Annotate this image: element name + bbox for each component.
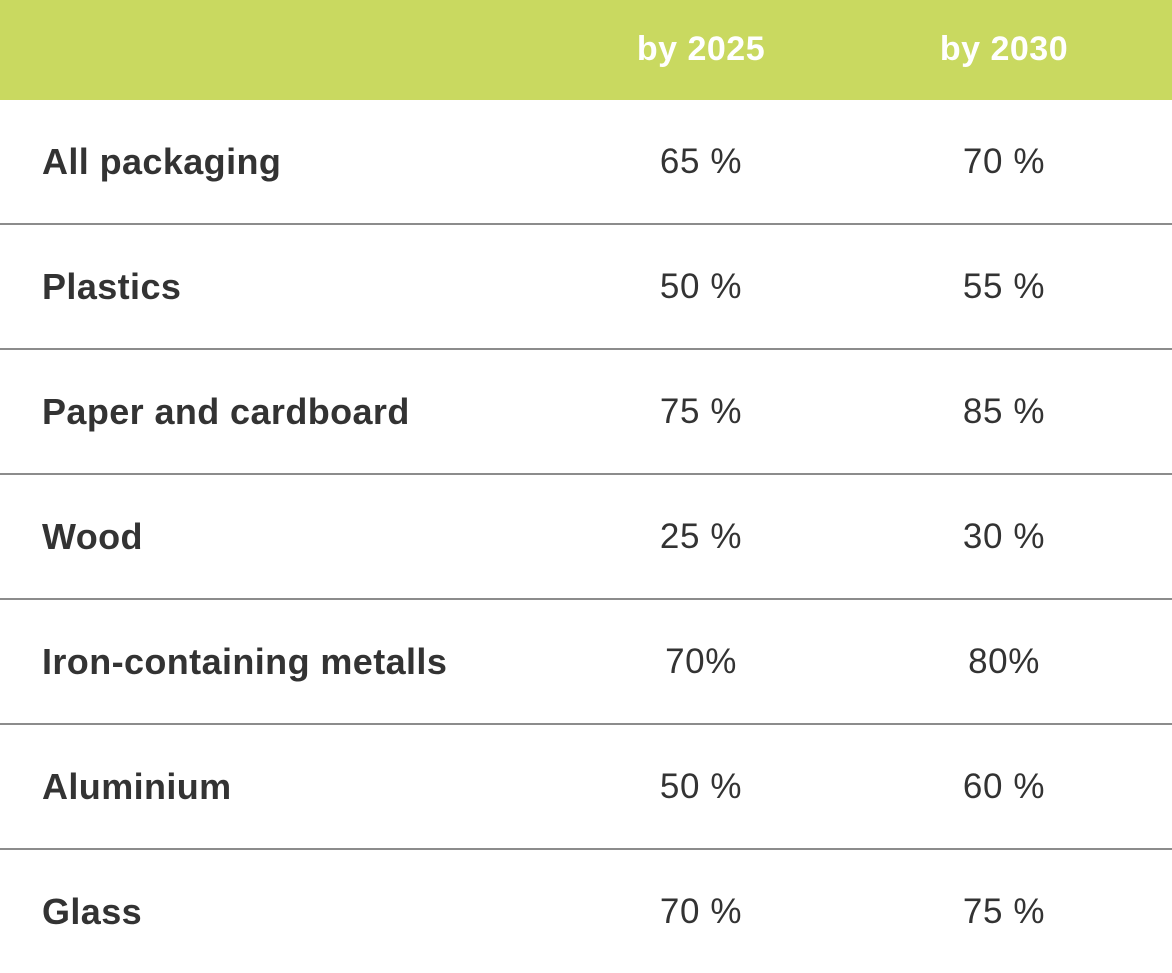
value-2030: 75 % (962, 891, 1046, 931)
value-2025: 25 % (659, 516, 743, 556)
row-label: Wood (42, 515, 143, 557)
table-row: Glass 70 % 75 % (0, 850, 1172, 973)
table-row: Paper and cardboard 75 % 85 % (0, 350, 1172, 475)
value-2025: 75 % (659, 391, 743, 431)
row-label: Paper and cardboard (42, 390, 410, 432)
value-2030: 70 % (962, 141, 1046, 181)
row-label: Aluminium (42, 765, 232, 807)
value-2025: 50 % (659, 766, 743, 806)
value-2030: 60 % (962, 766, 1046, 806)
table-header: by 2025 by 2030 (0, 0, 1172, 100)
row-label: Plastics (42, 265, 182, 307)
recycling-targets-table: by 2025 by 2030 All packaging 65 % 70 % … (0, 0, 1172, 932)
value-2030: 55 % (962, 266, 1046, 306)
value-2030: 80% (968, 641, 1040, 681)
header-by-2030: by 2030 (939, 29, 1069, 68)
value-2030: 30 % (962, 516, 1046, 556)
value-2025: 70 % (659, 891, 743, 931)
table-row: Aluminium 50 % 60 % (0, 725, 1172, 850)
row-label: Glass (42, 890, 143, 932)
table-row: Iron-containing metalls 70% 80% (0, 600, 1172, 725)
value-2025: 65 % (659, 141, 743, 181)
value-2025: 70% (665, 641, 737, 681)
table-row: All packaging 65 % 70 % (0, 100, 1172, 225)
header-by-2025: by 2025 (636, 29, 766, 68)
row-label: Iron-containing metalls (42, 640, 448, 682)
table-row: Plastics 50 % 55 % (0, 225, 1172, 350)
row-label: All packaging (42, 140, 282, 182)
table-row: Wood 25 % 30 % (0, 475, 1172, 600)
value-2030: 85 % (962, 391, 1046, 431)
value-2025: 50 % (659, 266, 743, 306)
